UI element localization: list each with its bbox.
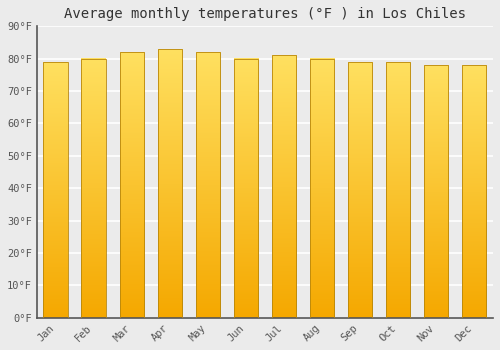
Title: Average monthly temperatures (°F ) in Los Chiles: Average monthly temperatures (°F ) in Lo…	[64, 7, 466, 21]
